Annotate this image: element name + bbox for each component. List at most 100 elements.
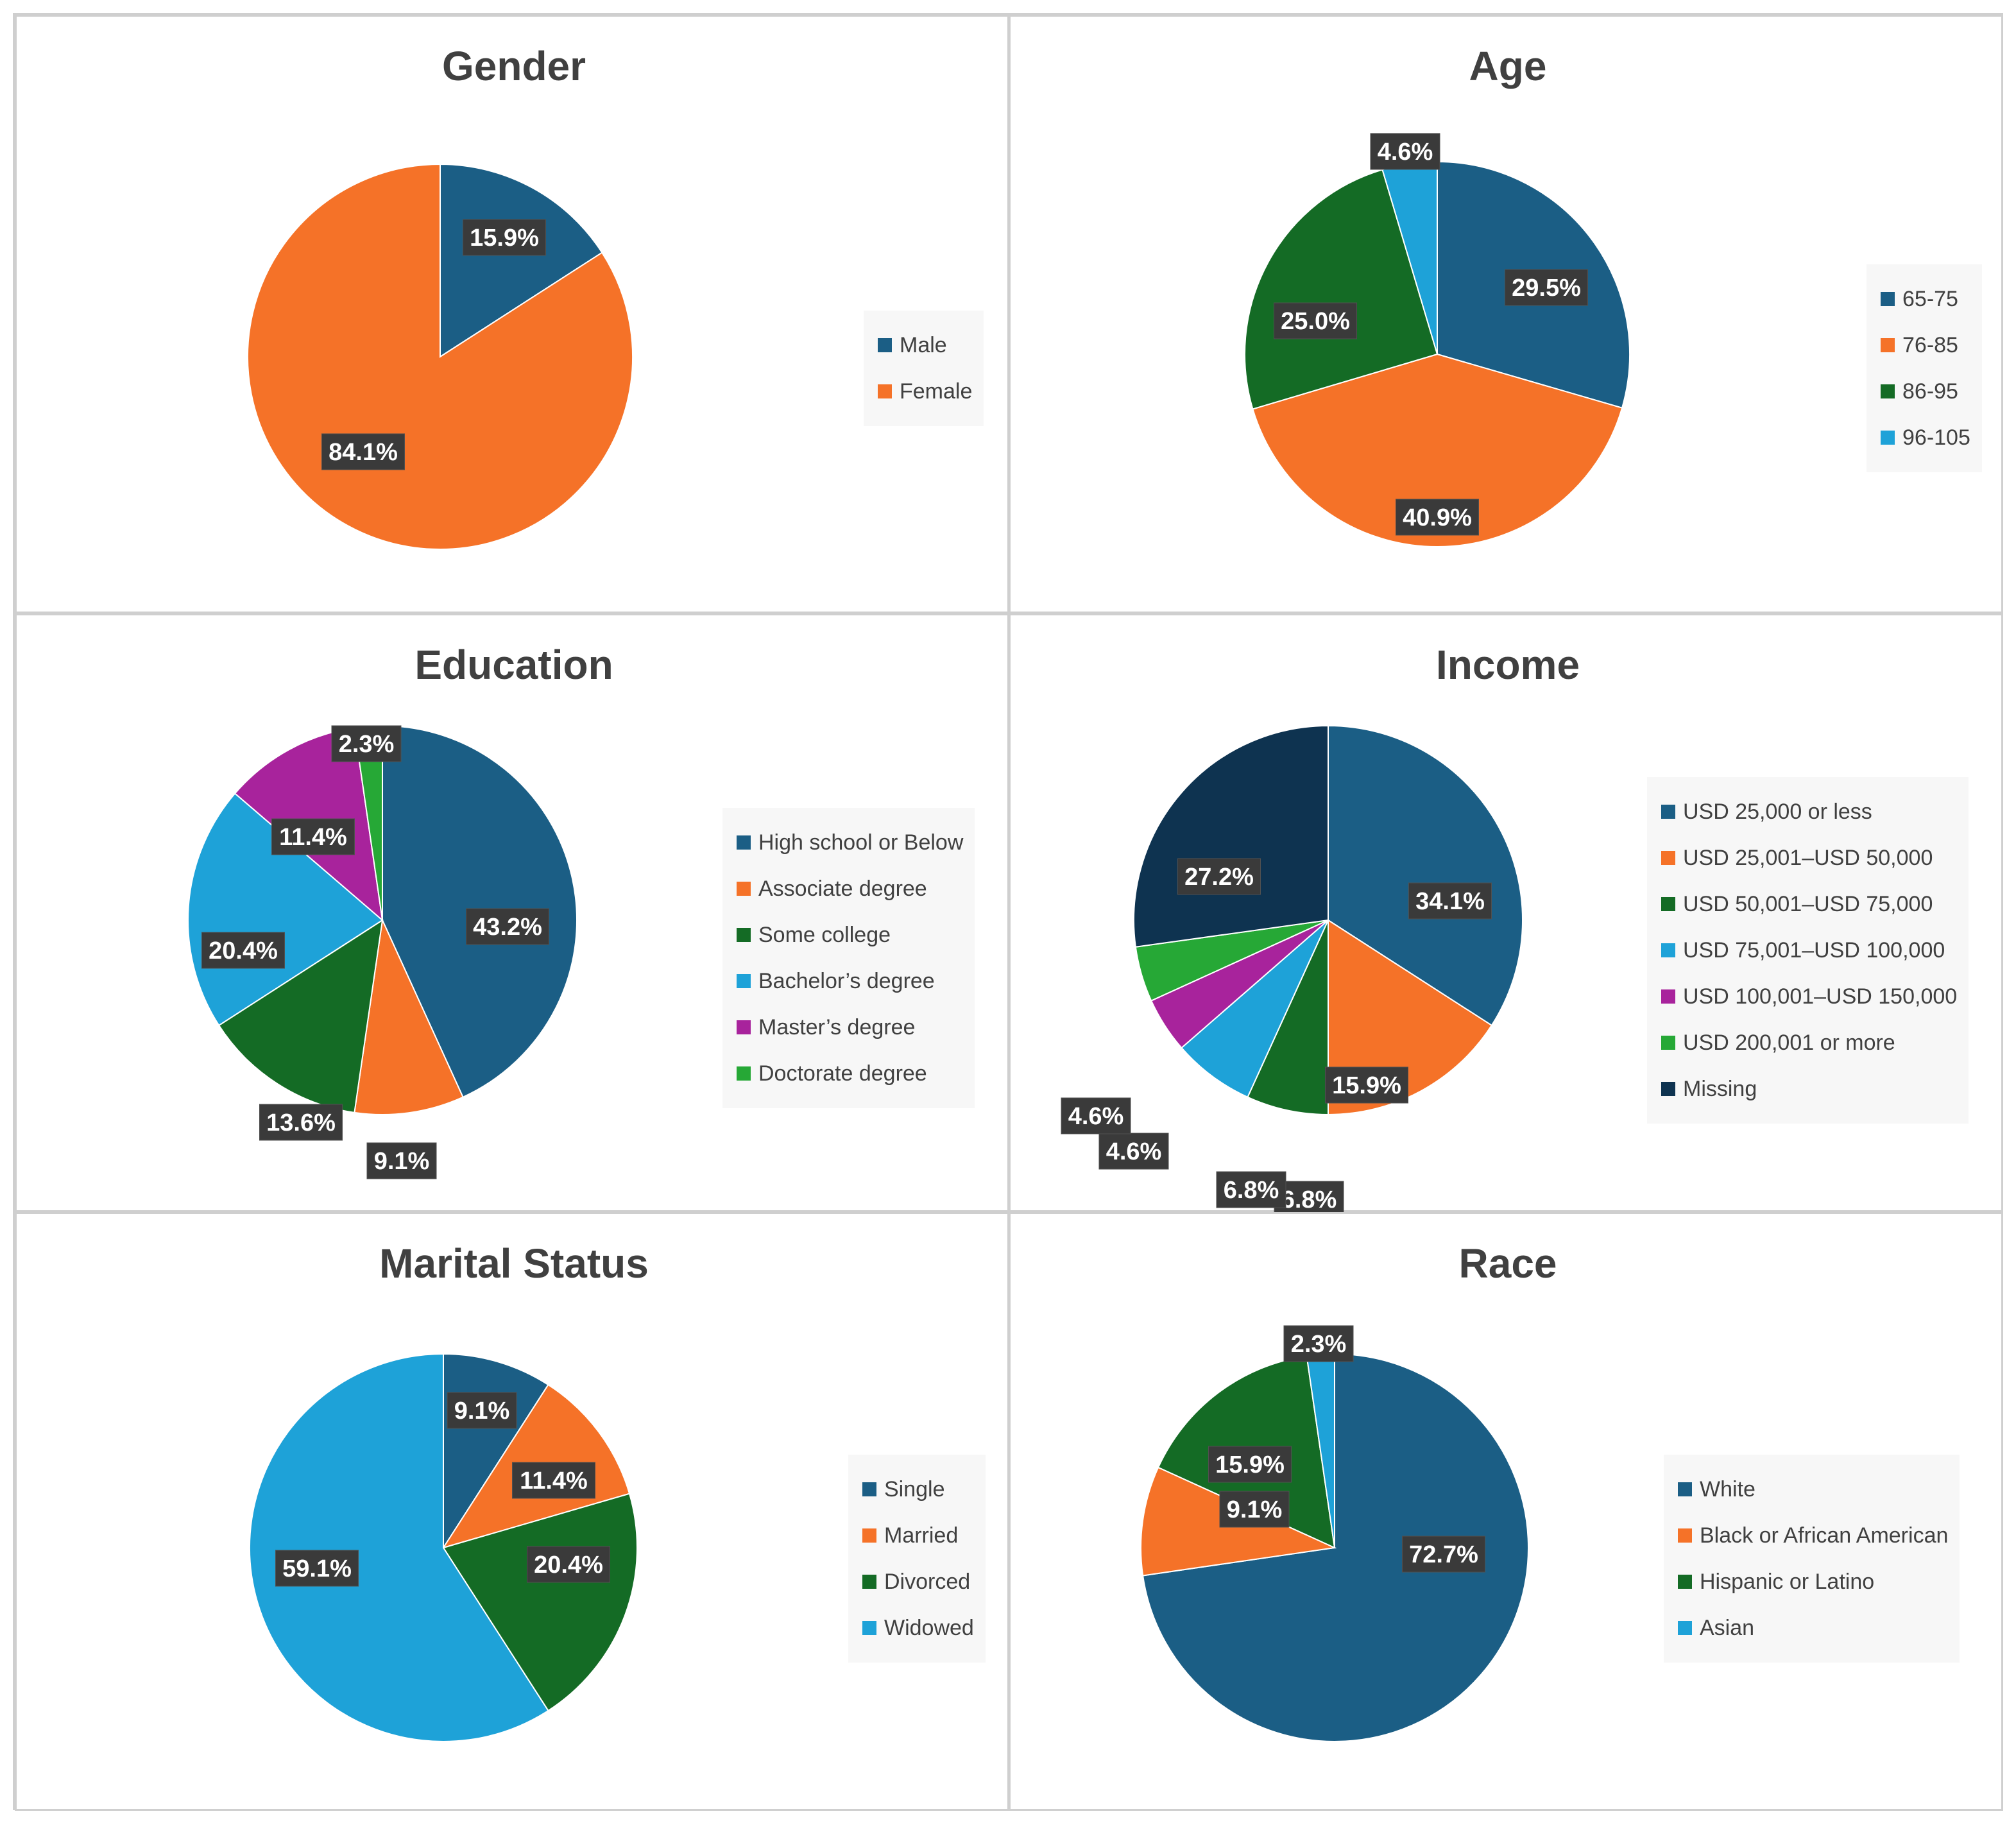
education-legend-item-doctorate-degree: Doctorate degree <box>737 1050 963 1097</box>
income-legend-swatch <box>1661 1082 1675 1096</box>
marital-legend: Single Married Divorced Widowed <box>848 1455 986 1663</box>
education-data-label-box <box>466 908 549 945</box>
race-data-label-text: 15.9% <box>1215 1451 1285 1478</box>
marital-legend-label: Widowed <box>884 1615 974 1640</box>
education-legend-swatch <box>737 974 751 988</box>
education-data-label-bachelor-s-degree: 20.4% <box>201 932 285 969</box>
education-legend-label: Master’s degree <box>758 1014 916 1040</box>
marital-legend-item-single: Single <box>862 1466 974 1512</box>
age-legend-item-96-105: 96-105 <box>1881 415 1970 461</box>
education-legend-swatch <box>737 1020 751 1034</box>
income-data-label-text: 6.8% <box>1224 1177 1279 1204</box>
gender-panel: Gender 15.9% 84.1% Male Female <box>15 15 1009 613</box>
marital-data-label-box <box>275 1550 359 1587</box>
income-legend-label: USD 25,000 or less <box>1683 799 1872 824</box>
gender-legend-item-female: Female <box>878 368 972 415</box>
income-legend-label: USD 50,001–USD 75,000 <box>1683 891 1933 916</box>
marital-legend-swatch <box>862 1575 876 1589</box>
income-legend-item-usd-100-001-usd-150-000: USD 100,001–USD 150,000 <box>1661 973 1957 1020</box>
age-legend-swatch <box>1881 292 1895 306</box>
race-legend: White Black or African American Hispanic o… <box>1664 1455 1960 1663</box>
race-legend-label: Black or African American <box>1700 1523 1949 1548</box>
education-title: Education <box>414 642 613 688</box>
education-data-label-box <box>271 818 355 855</box>
income-legend-label: Missing <box>1683 1076 1757 1101</box>
age-slice-86-95 <box>1243 169 1439 410</box>
income-data-label-missing: 27.2% <box>1177 858 1261 895</box>
chart-grid: Gender 15.9% 84.1% Male Female Age 29.5% 40… <box>13 13 2003 1811</box>
income-slice-missing <box>1133 724 1329 948</box>
income-legend-label: USD 100,001–USD 150,000 <box>1683 984 1958 1009</box>
marital-panel: Marital Status 9.1% 11.4% 20.4% 59.1% Singl… <box>15 1212 1009 1811</box>
age-legend-swatch <box>1881 431 1895 445</box>
marital-legend-swatch <box>862 1621 876 1635</box>
marital-data-label-text: 20.4% <box>534 1552 603 1579</box>
race-data-label-asian: 2.3% <box>1283 1325 1354 1362</box>
marital-legend-swatch <box>862 1528 876 1543</box>
race-data-label-text: 2.3% <box>1291 1331 1347 1358</box>
income-data-label-box <box>1325 1066 1408 1104</box>
education-legend-item-associate-degree: Associate degree <box>737 866 963 912</box>
education-legend-item-master-s-degree: Master’s degree <box>737 1004 963 1050</box>
income-legend-swatch <box>1661 1036 1675 1050</box>
marital-data-label-text: 59.1% <box>282 1555 352 1582</box>
age-data-label-76-85: 40.9% <box>1396 499 1479 536</box>
age-panel: Age 29.5% 40.9% 25.0% 4.6% 65-75 76-85 86-95 9… <box>1009 15 2003 613</box>
income-data-label-usd-200-001-or-more: 4.6% <box>1061 1097 1131 1134</box>
age-data-label-box <box>1370 133 1440 170</box>
age-legend-item-76-85: 76-85 <box>1881 322 1970 368</box>
income-title: Income <box>1435 642 1580 688</box>
education-data-label-doctorate-degree: 2.3% <box>331 725 402 762</box>
gender-title: Gender <box>441 43 586 89</box>
marital-pie: 9.1% 11.4% 20.4% 59.1% <box>249 1353 638 1742</box>
education-legend-label: Bachelor’s degree <box>758 968 935 993</box>
marital-legend-label: Married <box>884 1523 959 1548</box>
education-legend-label: High school or Below <box>758 830 964 855</box>
education-data-label-some-college: 13.6% <box>259 1104 343 1141</box>
income-legend-item-usd-25-000-or-less: USD 25,000 or less <box>1661 789 1957 835</box>
age-legend-label: 86-95 <box>1902 379 1958 404</box>
income-legend-swatch <box>1661 989 1675 1004</box>
income-slice-usd-75-001-usd-100-000 <box>1181 920 1329 1099</box>
education-legend-item-some-college: Some college <box>737 912 963 958</box>
marital-data-label-box <box>527 1546 610 1583</box>
education-legend-item-bachelor-s-degree: Bachelor’s degree <box>737 958 963 1004</box>
income-legend-item-usd-200-001-or-more: USD 200,001 or more <box>1661 1020 1957 1066</box>
income-data-label-usd-75-001-usd-100-000: 6.8% <box>1216 1171 1286 1208</box>
education-data-label-master-s-degree: 11.4% <box>271 818 355 855</box>
marital-slice-widowed <box>249 1353 549 1742</box>
marital-data-label-text: 11.4% <box>520 1468 588 1494</box>
race-data-label-text: 9.1% <box>1227 1496 1283 1523</box>
age-data-label-box <box>1396 499 1479 536</box>
age-data-label-text: 40.9% <box>1403 504 1472 531</box>
education-data-label-text: 2.3% <box>339 731 395 758</box>
age-legend: 65-75 76-85 86-95 96-105 <box>1867 264 1982 472</box>
age-data-label-box <box>1274 302 1357 339</box>
age-legend-label: 65-75 <box>1902 286 1958 311</box>
age-legend-label: 76-85 <box>1902 332 1958 357</box>
income-slice-usd-25-001-usd-50-000 <box>1328 919 1493 1116</box>
education-data-label-text: 20.4% <box>209 937 278 964</box>
race-panel: Race 72.7% 9.1% 15.9% 2.3% White Black or Af… <box>1009 1212 2003 1811</box>
education-data-label-box <box>201 932 285 969</box>
race-legend-item-white: White <box>1678 1466 1948 1512</box>
income-slice-usd-25-000-or-less <box>1328 724 1524 1027</box>
age-data-label-text: 25.0% <box>1281 308 1350 335</box>
income-legend-swatch <box>1661 805 1675 819</box>
gender-data-label-female: 84.1% <box>321 433 405 470</box>
race-legend-swatch <box>1678 1621 1692 1635</box>
marital-data-label-married: 11.4% <box>512 1462 595 1499</box>
gender-data-label-male: 15.9% <box>463 219 546 256</box>
education-legend-label: Associate degree <box>758 876 927 901</box>
education-data-label-text: 13.6% <box>266 1109 336 1136</box>
marital-legend-item-widowed: Widowed <box>862 1605 974 1651</box>
race-data-label-box <box>1402 1536 1485 1573</box>
education-legend-swatch <box>737 882 751 896</box>
education-legend-label: Some college <box>758 922 891 947</box>
marital-data-label-box <box>512 1462 595 1499</box>
education-legend-swatch <box>737 835 751 850</box>
marital-legend-label: Divorced <box>884 1569 971 1594</box>
race-title: Race <box>1458 1240 1557 1287</box>
age-pie: 29.5% 40.9% 25.0% 4.6% <box>1243 133 1631 548</box>
education-data-label-associate-degree: 9.1% <box>366 1142 437 1179</box>
